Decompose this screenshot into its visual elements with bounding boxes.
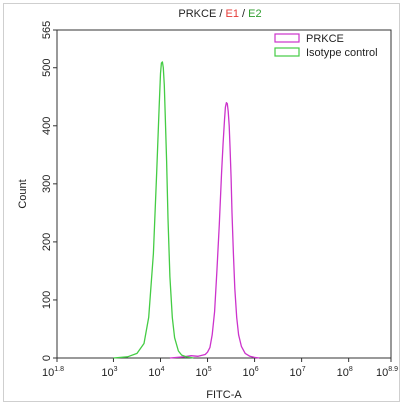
legend-swatch-0 <box>274 33 300 43</box>
x-axis-ticks: 101.8 103 104 105 106 107 108 108.9 <box>42 358 398 379</box>
x-tick-exponent: 8.9 <box>388 366 398 373</box>
legend-swatch-1 <box>274 47 300 57</box>
legend: PRKCE Isotype control <box>274 33 378 59</box>
chart-title: PRKCE / E1 / E2 <box>178 8 261 20</box>
x-tick-label: 108.9 <box>376 366 398 379</box>
plot-area <box>56 29 392 359</box>
y-tick-label: 100 <box>41 291 53 309</box>
x-tick-base: 10 <box>101 367 113 379</box>
y-axis-ticks: 0 100 200 300 400 500 565 <box>41 21 57 361</box>
x-tick-label: 104 <box>148 366 164 379</box>
x-tick-label: 107 <box>290 366 306 379</box>
title-part-2: E1 <box>225 8 238 20</box>
x-tick-label: 106 <box>242 366 258 379</box>
x-tick-label: 101.8 <box>42 366 64 379</box>
series-line-0 <box>169 101 260 359</box>
x-tick-exponent: 1.8 <box>54 366 64 373</box>
y-tick-label: 0 <box>41 355 53 361</box>
x-tick-base: 10 <box>242 367 254 379</box>
title-part-4: E2 <box>248 8 261 20</box>
x-tick-exponent: 4 <box>161 366 165 373</box>
x-tick-exponent: 7 <box>302 366 306 373</box>
x-tick-base: 10 <box>148 367 160 379</box>
x-tick-base: 10 <box>195 367 207 379</box>
y-tick-label: 500 <box>41 59 53 77</box>
x-tick-exponent: 6 <box>255 366 259 373</box>
x-tick-label: 105 <box>195 366 211 379</box>
y-tick-label: 565 <box>41 21 53 39</box>
series-layer <box>113 61 260 359</box>
x-tick-exponent: 8 <box>349 366 353 373</box>
x-tick-exponent: 3 <box>114 366 118 373</box>
x-axis-title: FITC-A <box>206 389 242 401</box>
title-part-1: / <box>216 8 225 20</box>
y-tick-label: 200 <box>41 233 53 251</box>
x-tick-base: 10 <box>42 367 54 379</box>
title-part-0: PRKCE <box>178 8 216 20</box>
x-tick-label: 103 <box>101 366 117 379</box>
x-tick-base: 10 <box>290 367 302 379</box>
y-tick-label: 300 <box>41 175 53 193</box>
y-tick-label: 400 <box>41 117 53 135</box>
x-tick-base: 10 <box>376 367 388 379</box>
legend-label-0: PRKCE <box>306 33 344 45</box>
x-tick-exponent: 5 <box>208 366 212 373</box>
x-tick-label: 108 <box>337 366 353 379</box>
legend-label-1: Isotype control <box>306 47 378 59</box>
title-part-3: / <box>239 8 248 20</box>
x-tick-base: 10 <box>337 367 349 379</box>
y-axis-title: Count <box>17 179 29 208</box>
series-line-1 <box>113 61 194 359</box>
